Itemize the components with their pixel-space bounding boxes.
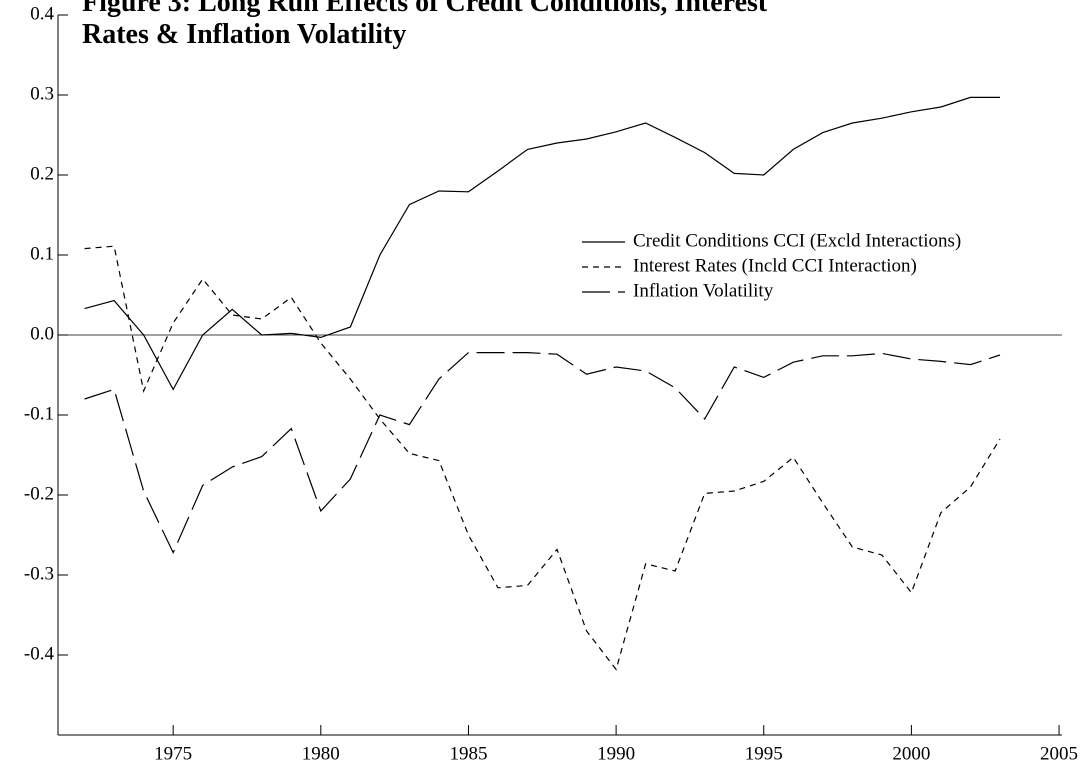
- legend-label: Interest Rates (Incld CCI Interaction): [633, 255, 917, 276]
- x-tick-label: 1975: [154, 743, 192, 764]
- y-tick-label: -0.2: [24, 483, 54, 504]
- chart-title: Figure 3: Long Run Effects of Credit Con…: [82, 0, 768, 50]
- legend-label: Inflation Volatility: [633, 280, 774, 301]
- y-tick-label: -0.1: [24, 403, 54, 424]
- x-tick-label: 2005: [1040, 743, 1078, 764]
- x-tick-label: 1995: [745, 743, 783, 764]
- y-tick-label: -0.3: [24, 563, 54, 584]
- y-tick-label: 0.4: [30, 3, 54, 24]
- data-line: [84, 352, 1001, 555]
- x-tick-label: 1990: [597, 743, 635, 764]
- x-tick-label: 2000: [892, 743, 930, 764]
- data-line: [84, 96, 1000, 391]
- y-tick-label: 0.0: [30, 323, 54, 344]
- y-tick-label: -0.4: [24, 643, 55, 664]
- data-line: [84, 245, 1001, 671]
- x-tick-label: 1980: [302, 743, 340, 764]
- x-tick-label: 1985: [449, 743, 487, 764]
- y-tick-label: 0.1: [30, 243, 54, 264]
- y-tick-label: 0.3: [30, 83, 54, 104]
- legend-label: Credit Conditions CCI (Excld Interaction…: [633, 230, 961, 251]
- y-tick-label: 0.2: [30, 163, 54, 184]
